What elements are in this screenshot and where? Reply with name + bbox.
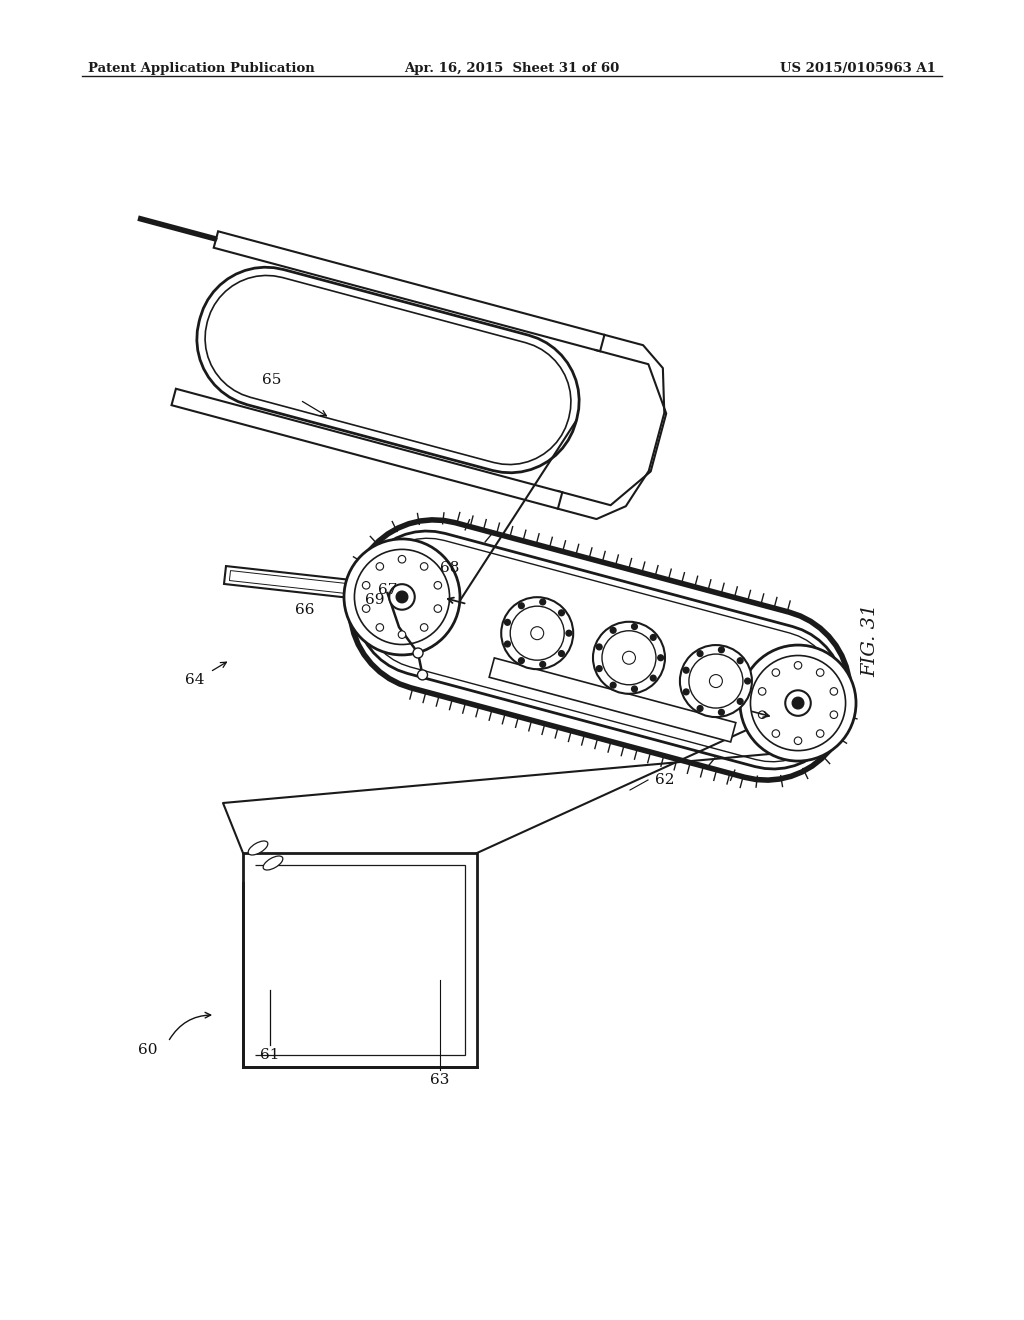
Text: 62: 62 <box>655 774 675 787</box>
Ellipse shape <box>263 855 283 870</box>
Circle shape <box>376 562 384 570</box>
Circle shape <box>751 656 846 751</box>
Circle shape <box>772 669 779 676</box>
Text: Patent Application Publication: Patent Application Publication <box>88 62 314 75</box>
Circle shape <box>744 678 751 684</box>
Circle shape <box>632 623 637 630</box>
Circle shape <box>719 647 724 652</box>
Circle shape <box>398 556 406 564</box>
Circle shape <box>657 655 664 660</box>
Circle shape <box>413 648 423 657</box>
Text: 67: 67 <box>378 583 397 597</box>
Circle shape <box>362 582 370 589</box>
Circle shape <box>398 631 406 639</box>
Circle shape <box>530 627 544 640</box>
Circle shape <box>759 688 766 696</box>
Circle shape <box>650 635 656 640</box>
Polygon shape <box>243 853 477 1067</box>
Polygon shape <box>172 389 562 508</box>
Polygon shape <box>355 531 845 770</box>
Circle shape <box>376 623 384 631</box>
Circle shape <box>795 661 802 669</box>
Circle shape <box>610 682 616 688</box>
Circle shape <box>697 651 702 656</box>
Circle shape <box>501 597 573 669</box>
Circle shape <box>389 585 415 610</box>
Circle shape <box>518 657 524 664</box>
Polygon shape <box>362 539 838 762</box>
Circle shape <box>434 605 441 612</box>
Circle shape <box>816 730 824 738</box>
Circle shape <box>593 622 665 694</box>
Circle shape <box>602 631 656 685</box>
Text: US 2015/0105963 A1: US 2015/0105963 A1 <box>780 62 936 75</box>
Circle shape <box>680 645 752 717</box>
Text: 65: 65 <box>262 374 282 387</box>
Polygon shape <box>224 566 388 602</box>
Circle shape <box>697 706 702 711</box>
Circle shape <box>566 630 571 636</box>
Circle shape <box>354 549 450 644</box>
Circle shape <box>540 661 546 667</box>
Circle shape <box>719 709 724 715</box>
Text: 69: 69 <box>366 593 385 607</box>
Circle shape <box>623 651 636 664</box>
Text: 68: 68 <box>440 561 460 576</box>
Circle shape <box>418 671 427 680</box>
Circle shape <box>434 582 441 589</box>
Circle shape <box>650 676 656 681</box>
Circle shape <box>740 645 856 762</box>
Polygon shape <box>214 231 604 351</box>
Text: 60: 60 <box>138 1043 158 1057</box>
Circle shape <box>710 675 722 688</box>
Circle shape <box>632 686 637 692</box>
Circle shape <box>510 606 564 660</box>
Circle shape <box>540 599 546 605</box>
Circle shape <box>795 737 802 744</box>
Circle shape <box>505 619 510 626</box>
Circle shape <box>610 627 616 634</box>
Circle shape <box>518 603 524 609</box>
Circle shape <box>362 605 370 612</box>
Circle shape <box>816 669 824 676</box>
Circle shape <box>596 644 602 649</box>
Circle shape <box>559 610 564 615</box>
Circle shape <box>793 697 804 709</box>
Polygon shape <box>197 267 580 473</box>
Circle shape <box>421 562 428 570</box>
Circle shape <box>737 698 743 705</box>
Polygon shape <box>489 657 736 742</box>
Circle shape <box>683 668 689 673</box>
Circle shape <box>785 690 811 715</box>
Polygon shape <box>350 520 850 780</box>
Text: FIG. 31: FIG. 31 <box>861 603 879 677</box>
Circle shape <box>344 539 460 655</box>
Text: 66: 66 <box>295 603 314 616</box>
Circle shape <box>772 730 779 738</box>
Circle shape <box>830 711 838 718</box>
Circle shape <box>689 653 742 708</box>
Text: 61: 61 <box>260 1048 280 1063</box>
Text: 63: 63 <box>430 1073 450 1086</box>
Circle shape <box>396 591 408 603</box>
Circle shape <box>737 657 743 664</box>
Ellipse shape <box>248 841 268 855</box>
Circle shape <box>596 665 602 672</box>
Circle shape <box>683 689 689 694</box>
Circle shape <box>421 623 428 631</box>
Circle shape <box>559 651 564 656</box>
Circle shape <box>759 711 766 718</box>
Text: Apr. 16, 2015  Sheet 31 of 60: Apr. 16, 2015 Sheet 31 of 60 <box>404 62 620 75</box>
Text: 64: 64 <box>185 673 205 686</box>
Circle shape <box>505 642 510 647</box>
Circle shape <box>830 688 838 696</box>
